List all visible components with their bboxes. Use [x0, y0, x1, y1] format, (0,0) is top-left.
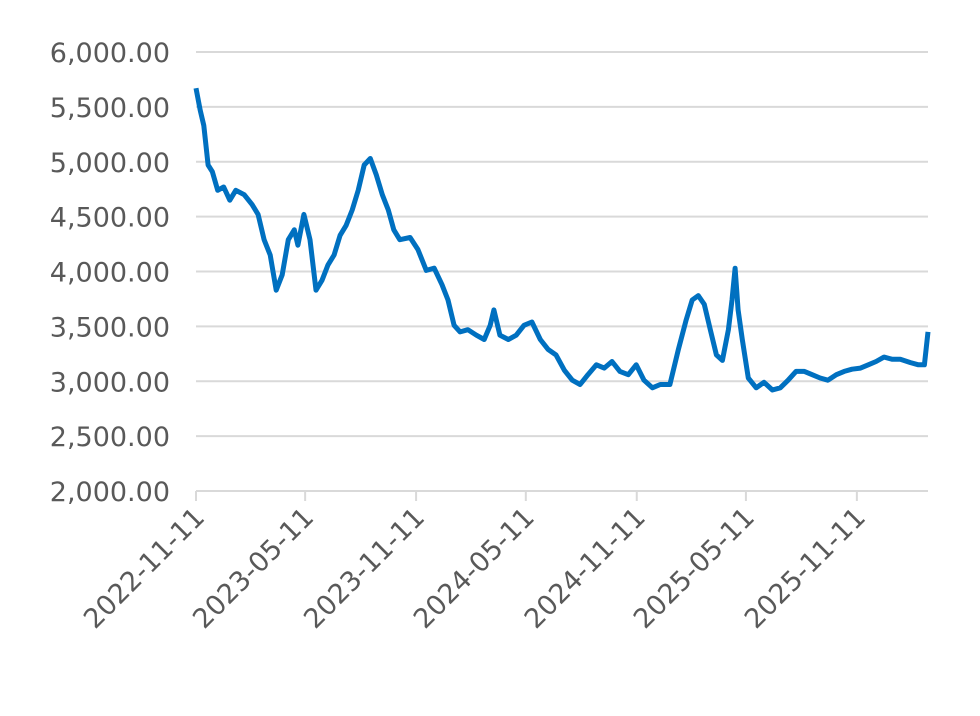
y-tick-label: 5,500.00	[50, 93, 170, 124]
y-tick-label: 3,000.00	[50, 367, 170, 398]
y-tick-label: 2,000.00	[50, 477, 170, 508]
y-tick-label: 4,000.00	[50, 258, 170, 289]
y-tick-label: 5,000.00	[50, 148, 170, 179]
y-tick-label: 2,500.00	[50, 422, 170, 453]
data-line	[193, 87, 931, 393]
y-tick-label: 3,500.00	[50, 312, 170, 343]
y-tick-label: 6,000.00	[50, 38, 170, 69]
y-tick-label: 4,500.00	[50, 203, 170, 234]
